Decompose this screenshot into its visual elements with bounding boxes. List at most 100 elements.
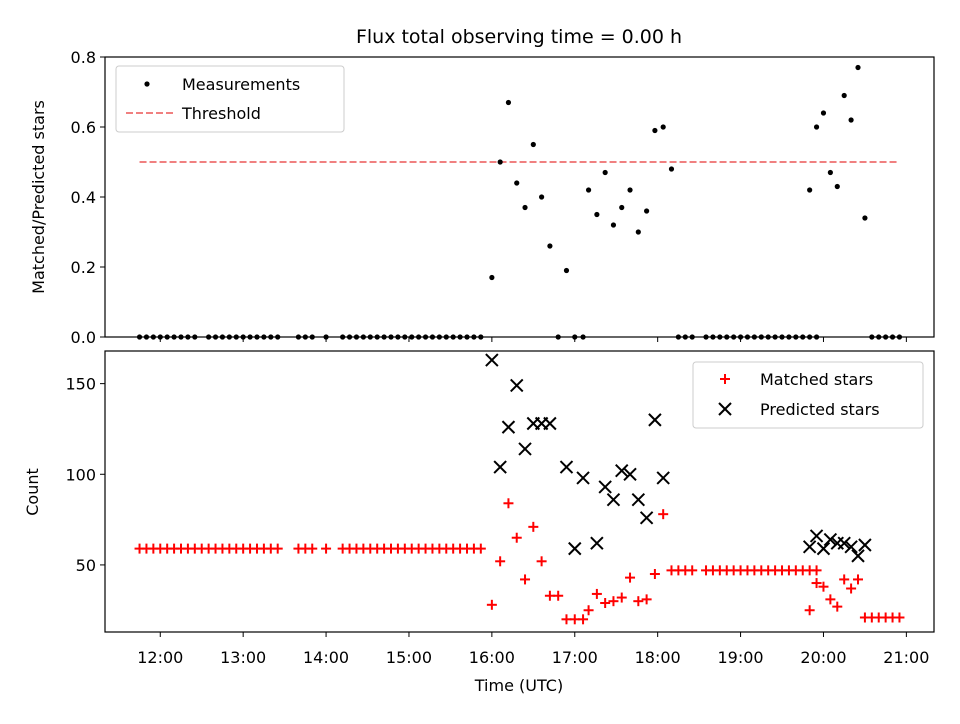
measurement-point — [635, 229, 641, 235]
top-panel: 0.00.20.40.60.8 Matched/Predicted stars … — [29, 48, 935, 347]
predicted-star-point — [623, 467, 637, 481]
matched-star-point — [307, 543, 318, 554]
predicted-star-point — [568, 541, 582, 556]
predicted-star-point — [543, 416, 557, 431]
bottom-y-tick-label: 50 — [76, 556, 96, 575]
matched-star-point — [553, 590, 564, 601]
matched-star-point — [503, 498, 514, 509]
x-axis-label: Time (UTC) — [474, 676, 563, 695]
legend-measurements-marker — [144, 81, 150, 87]
legend-matched-marker — [720, 374, 730, 384]
matched-star-point — [846, 583, 857, 594]
measurement-point — [855, 64, 861, 71]
legend-predicted-marker — [718, 402, 732, 416]
predicted-star-point — [493, 460, 507, 474]
matched-star-point — [625, 572, 636, 583]
bottom-axes-frame — [104, 350, 935, 633]
x-tick-label: 21:00 — [883, 648, 929, 667]
matched-star-point — [804, 605, 815, 616]
measurement-point — [807, 187, 813, 193]
top-y-tick-label: 0.6 — [71, 118, 96, 137]
top-y-tick-label: 0.2 — [71, 258, 96, 277]
legend-matched-label: Matched stars — [760, 370, 873, 389]
measurement-point — [594, 211, 600, 218]
matched-star-point — [641, 594, 652, 605]
matched-star-point — [272, 543, 283, 554]
measurement-point — [644, 208, 650, 214]
top-y-tick-label: 0.4 — [71, 188, 96, 207]
predicted-star-point — [802, 540, 817, 554]
matched-star-point — [687, 565, 698, 576]
bottom-legend: Matched stars Predicted stars — [692, 361, 924, 429]
matched-star-point — [811, 565, 822, 576]
matched-star-point — [825, 594, 836, 605]
matched-star-point — [633, 596, 644, 607]
bottom-plot-area — [134, 353, 905, 625]
matched-star-point — [811, 578, 822, 589]
predicted-star-point — [809, 529, 824, 543]
measurement-point — [539, 194, 545, 200]
bottom-y-axis-label: Count — [23, 468, 42, 516]
measurement-point — [813, 124, 820, 130]
x-tick-label: 19:00 — [718, 648, 764, 667]
matched-star-point — [583, 605, 594, 616]
top-legend: Measurements Threshold — [115, 65, 345, 133]
top-y-axis-label: Matched/Predicted stars — [29, 100, 48, 294]
matched-star-point — [528, 521, 539, 532]
matched-star-point — [894, 612, 905, 623]
predicted-star-point — [559, 460, 574, 474]
x-tick-label: 15:00 — [386, 648, 432, 667]
bottom-y-tick-label: 150 — [65, 375, 96, 394]
measurement-point — [602, 169, 608, 176]
measurement-point — [668, 166, 675, 172]
predicted-star-point — [816, 541, 831, 556]
measurement-point — [820, 110, 827, 116]
predicted-star-point — [639, 511, 654, 525]
matched-star-point — [616, 592, 627, 603]
matched-star-point — [520, 574, 531, 585]
predicted-star-point — [858, 538, 872, 552]
predicted-star-point — [598, 480, 612, 494]
predicted-star-point — [576, 471, 590, 485]
predicted-star-point — [606, 492, 621, 507]
predicted-star-point — [501, 420, 516, 434]
measurement-point — [514, 180, 520, 186]
legend-measurements-label: Measurements — [182, 75, 300, 94]
x-tick-label: 12:00 — [137, 648, 183, 667]
x-tick-label: 20:00 — [800, 648, 846, 667]
top-y-tick-label: 0.8 — [71, 48, 96, 67]
measurement-point — [652, 127, 658, 134]
predicted-star-point — [631, 492, 646, 507]
bottom-y-tick-label: 100 — [65, 465, 96, 484]
matched-star-point — [578, 614, 589, 625]
measurement-point — [610, 222, 617, 228]
top-y-tick-label: 0.0 — [71, 328, 96, 347]
measurement-point — [660, 124, 666, 130]
predicted-star-point — [656, 471, 670, 485]
measurement-point — [497, 159, 503, 165]
matched-star-point — [608, 596, 619, 607]
measurement-point — [489, 274, 495, 281]
predicted-star-point — [485, 353, 499, 367]
legend-predicted-label: Predicted stars — [760, 400, 880, 419]
measurement-point — [619, 204, 625, 211]
measurement-point — [841, 92, 847, 99]
measurement-point — [848, 117, 854, 123]
matched-star-point — [321, 543, 332, 554]
measurement-point — [827, 169, 833, 176]
matched-star-point — [658, 509, 669, 520]
measurement-point — [505, 99, 512, 106]
predicted-star-point — [590, 536, 604, 550]
measurement-point — [530, 141, 536, 148]
matched-star-point — [495, 556, 506, 567]
x-tick-label: 13:00 — [220, 648, 266, 667]
bottom-panel: 50 100 150 12:00 13:00 14:00 15:00 16:00 17:00 18… — [23, 350, 935, 695]
matched-star-point — [853, 574, 864, 585]
bottom-legend-box — [692, 361, 924, 429]
predicted-star-point — [844, 540, 858, 554]
predicted-star-point — [518, 442, 532, 456]
matched-star-point — [832, 601, 843, 612]
matched-star-point — [536, 556, 547, 567]
matched-star-point — [818, 581, 829, 592]
